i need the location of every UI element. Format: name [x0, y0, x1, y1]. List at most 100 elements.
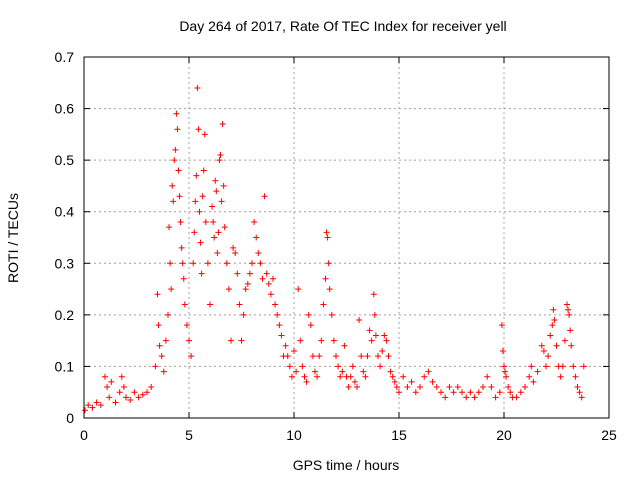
- data-point: [314, 373, 321, 380]
- data-point: [177, 219, 184, 226]
- x-tick-label: 25: [601, 427, 617, 443]
- data-point: [180, 275, 187, 282]
- data-point: [383, 337, 390, 344]
- data-point: [526, 373, 533, 380]
- data-point: [471, 394, 478, 401]
- data-point: [429, 378, 436, 385]
- data-point: [543, 363, 549, 370]
- data-point: [200, 167, 207, 174]
- data-point: [580, 363, 587, 370]
- data-point: [325, 260, 332, 267]
- data-point: [303, 378, 310, 385]
- plot-frame: [83, 56, 610, 419]
- data-point: [538, 342, 545, 349]
- data-point: [305, 311, 312, 318]
- data-point: [253, 234, 260, 241]
- data-point: [549, 322, 556, 329]
- data-point: [155, 322, 162, 329]
- data-point: [364, 353, 371, 360]
- data-point: [272, 301, 279, 308]
- data-point: [375, 353, 381, 360]
- data-point: [156, 342, 163, 349]
- data-point: [193, 172, 200, 179]
- data-point: [127, 396, 134, 403]
- data-point: [454, 384, 461, 391]
- data-point: [284, 353, 291, 360]
- data-point: [408, 378, 415, 385]
- data-point: [174, 126, 181, 133]
- data-points: [82, 84, 587, 414]
- data-point: [179, 260, 186, 267]
- data-point: [412, 389, 419, 396]
- data-point: [578, 394, 585, 401]
- x-axis-label: GPS time / hours: [293, 457, 400, 473]
- data-point: [82, 407, 89, 414]
- y-tick-label: 0.4: [55, 204, 75, 220]
- data-point: [530, 378, 537, 385]
- data-point: [356, 317, 363, 324]
- data-point: [379, 347, 386, 354]
- data-point: [433, 384, 440, 391]
- data-point: [574, 384, 581, 391]
- y-tick-label: 0.5: [55, 152, 75, 168]
- data-point: [484, 373, 491, 380]
- x-tick-label: 10: [286, 427, 302, 443]
- data-point: [501, 363, 507, 370]
- data-point: [194, 84, 201, 91]
- data-point: [576, 389, 583, 396]
- data-point: [244, 280, 251, 287]
- data-point: [196, 208, 203, 215]
- data-point: [261, 193, 268, 200]
- data-point: [307, 322, 314, 329]
- data-point: [295, 286, 302, 293]
- data-point: [176, 193, 183, 200]
- data-point: [197, 239, 204, 246]
- data-point: [400, 373, 407, 380]
- y-tick-label: 0.7: [55, 49, 75, 65]
- data-point: [162, 337, 169, 344]
- data-point: [551, 317, 558, 324]
- x-tick-label: 15: [391, 427, 407, 443]
- data-point: [106, 394, 113, 401]
- data-point: [326, 286, 333, 293]
- data-point: [198, 270, 205, 277]
- data-point: [218, 198, 225, 205]
- data-point: [385, 353, 392, 360]
- data-point: [540, 347, 547, 354]
- data-point: [217, 151, 224, 158]
- data-point: [204, 260, 211, 267]
- data-point: [568, 342, 575, 349]
- data-point: [89, 404, 96, 411]
- data-point: [255, 249, 262, 256]
- y-axis-label: ROTI / TECUs: [5, 193, 21, 283]
- data-point: [219, 121, 226, 128]
- data-point: [221, 224, 228, 231]
- data-point: [324, 234, 331, 241]
- data-point: [301, 373, 308, 380]
- data-point: [349, 363, 356, 370]
- data-point: [201, 131, 208, 138]
- data-point: [282, 342, 289, 349]
- data-point: [167, 260, 174, 267]
- data-point: [112, 399, 119, 406]
- data-point: [154, 291, 161, 298]
- data-point: [251, 219, 258, 226]
- data-point: [550, 306, 557, 313]
- data-point: [192, 198, 199, 205]
- data-point: [389, 373, 396, 380]
- data-point: [199, 193, 206, 200]
- data-point: [123, 394, 129, 401]
- y-tick-label: 0: [66, 410, 74, 426]
- data-point: [499, 347, 506, 354]
- data-point: [566, 311, 573, 318]
- data-point: [505, 384, 512, 391]
- data-point: [278, 332, 285, 339]
- data-point: [517, 389, 524, 396]
- data-point: [366, 327, 373, 334]
- data-point: [178, 244, 185, 251]
- data-point: [183, 322, 190, 329]
- data-point: [144, 389, 150, 396]
- data-point: [190, 260, 197, 267]
- data-point: [553, 342, 560, 349]
- data-point: [186, 337, 192, 344]
